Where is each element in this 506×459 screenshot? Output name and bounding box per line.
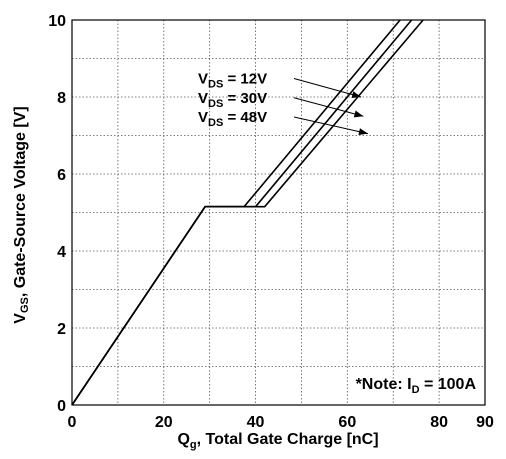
callout-arrowhead-3	[358, 128, 368, 136]
grid-lines	[72, 20, 485, 405]
y-tick-label: 2	[57, 321, 66, 338]
y-tick-label: 0	[57, 398, 66, 415]
series-label-2: VDS = 30V	[198, 90, 267, 110]
callout-arrow-2	[293, 97, 364, 117]
callout-arrowhead-1	[351, 91, 362, 98]
callout-arrow-3	[293, 116, 369, 135]
y-tick-label: 6	[57, 167, 66, 184]
test-condition-note: *Note: ID = 100A	[356, 376, 477, 396]
y-tick-label: 8	[57, 90, 66, 107]
y-tick-labels: 0 2 4 6 8 10	[48, 13, 66, 415]
series-label-1: VDS = 12V	[198, 71, 267, 91]
callout-arrowhead-2	[353, 110, 364, 118]
x-tick-labels: 0 20 40 60 80 90	[68, 414, 494, 431]
x-tick-label: 0	[68, 414, 77, 431]
x-tick-label: 80	[430, 414, 448, 431]
plot-frame	[71, 19, 486, 406]
callout-arrow-1	[293, 78, 362, 98]
series-label-3: VDS = 48V	[198, 109, 267, 129]
y-axis-title: VGS, Gate-Source Voltage [V]	[12, 106, 31, 323]
x-axis-title: Qg, Total Gate Charge [nC]	[177, 431, 378, 451]
x-tick-label: 20	[155, 414, 173, 431]
y-tick-label: 4	[57, 244, 66, 261]
x-tick-label: 60	[338, 414, 356, 431]
series-line-3	[71, 19, 424, 406]
x-tick-label: 90	[476, 414, 494, 431]
x-tick-label: 40	[247, 414, 265, 431]
y-tick-label: 10	[48, 13, 66, 30]
series-layer	[71, 19, 424, 406]
